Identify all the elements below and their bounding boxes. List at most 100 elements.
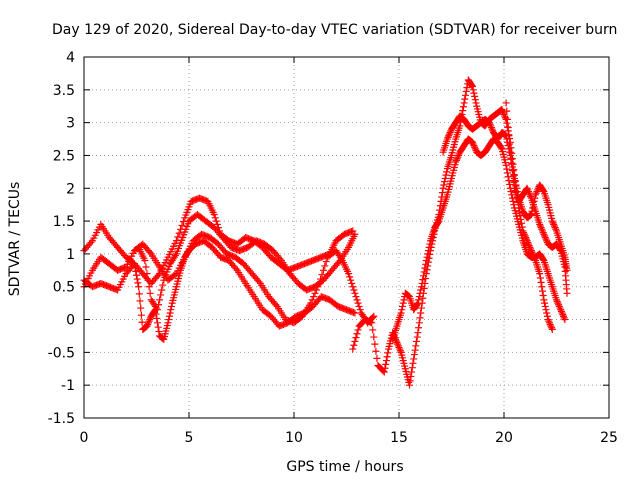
data-point — [414, 329, 422, 337]
data-point — [138, 318, 146, 326]
data-point — [416, 289, 424, 297]
data-point — [166, 309, 174, 317]
data-point — [470, 89, 478, 97]
data-point — [153, 314, 161, 322]
data-point — [442, 171, 450, 179]
data-point — [350, 341, 358, 349]
series-track-a — [80, 194, 357, 287]
data-point — [541, 302, 549, 310]
data-point — [553, 296, 560, 304]
data-point — [213, 220, 221, 228]
data-point — [544, 316, 552, 324]
data-point — [538, 283, 546, 291]
data-point — [505, 145, 513, 153]
y-tick-label: 3.5 — [53, 83, 75, 99]
data-point — [536, 270, 544, 278]
data-point — [383, 353, 391, 361]
data-point — [415, 319, 423, 327]
data-point — [423, 253, 431, 261]
data-point — [539, 186, 547, 194]
data-point — [506, 140, 514, 148]
data-point — [443, 168, 451, 176]
data-point — [354, 299, 362, 307]
data-point — [370, 333, 378, 341]
data-point — [135, 283, 143, 291]
data-point — [553, 297, 561, 305]
data-point — [543, 237, 551, 245]
data-point — [556, 304, 564, 312]
data-point — [134, 279, 142, 287]
series-track-h — [502, 99, 571, 297]
data-point — [137, 311, 145, 319]
x-tick-label: 15 — [390, 430, 408, 446]
x-tick-label: 25 — [600, 430, 618, 446]
data-point — [548, 325, 556, 333]
data-point — [145, 317, 153, 325]
data-point — [557, 306, 565, 314]
data-point — [536, 222, 544, 230]
data-point — [394, 340, 402, 348]
data-point — [503, 119, 511, 127]
plot-frame — [83, 56, 610, 419]
data-point — [487, 122, 495, 130]
data-point — [418, 279, 426, 287]
data-point — [165, 316, 173, 324]
data-points — [80, 76, 571, 389]
data-point — [532, 189, 540, 197]
data-point — [463, 84, 471, 92]
data-point — [353, 330, 361, 338]
data-point — [146, 248, 154, 256]
data-point — [310, 293, 318, 301]
data-point — [137, 304, 145, 312]
y-tick-label: -0.5 — [48, 345, 75, 361]
data-point — [381, 364, 389, 372]
data-point — [538, 225, 546, 233]
y-tick-label: 2 — [66, 181, 75, 197]
data-point — [446, 128, 454, 136]
y-tick-label: 4 — [66, 50, 75, 66]
data-point — [413, 337, 420, 345]
data-point — [471, 145, 479, 153]
data-point — [346, 273, 354, 281]
data-point — [422, 260, 430, 268]
data-point — [417, 286, 425, 294]
data-point — [354, 326, 362, 334]
data-point — [548, 217, 556, 225]
data-point — [540, 296, 548, 304]
data-point — [143, 322, 151, 330]
data-point — [158, 286, 166, 294]
data-point — [155, 328, 163, 336]
data-point — [422, 256, 430, 264]
data-point — [371, 340, 379, 348]
data-point — [527, 211, 535, 219]
data-point — [373, 354, 381, 362]
data-point — [471, 92, 479, 100]
axis-ticks: 0 5 10 15 20 25 -1.5 -1 -0.5 0 0.5 1 1.5 2 2.5 3 3.5 4 — [48, 50, 618, 446]
data-point — [510, 201, 518, 209]
data-point — [210, 211, 218, 219]
data-point — [552, 225, 560, 233]
data-point — [549, 219, 557, 227]
data-point — [539, 227, 546, 235]
data-point — [154, 323, 162, 331]
data-point — [417, 304, 425, 312]
data-point — [132, 267, 140, 275]
data-point — [146, 289, 154, 297]
data-point — [453, 155, 461, 163]
data-point — [157, 291, 165, 299]
data-point — [533, 188, 541, 196]
data-point — [536, 274, 544, 282]
data-point — [542, 306, 550, 314]
data-point — [425, 243, 433, 251]
data-point — [504, 142, 512, 150]
data-point — [408, 364, 416, 372]
series-track-f — [389, 135, 569, 343]
data-point — [497, 144, 505, 152]
data-point — [410, 355, 418, 363]
data-point — [370, 312, 378, 320]
data-point — [546, 320, 554, 328]
data-point — [456, 122, 464, 130]
data-point — [537, 224, 545, 232]
y-tick-label: 0 — [66, 313, 75, 329]
